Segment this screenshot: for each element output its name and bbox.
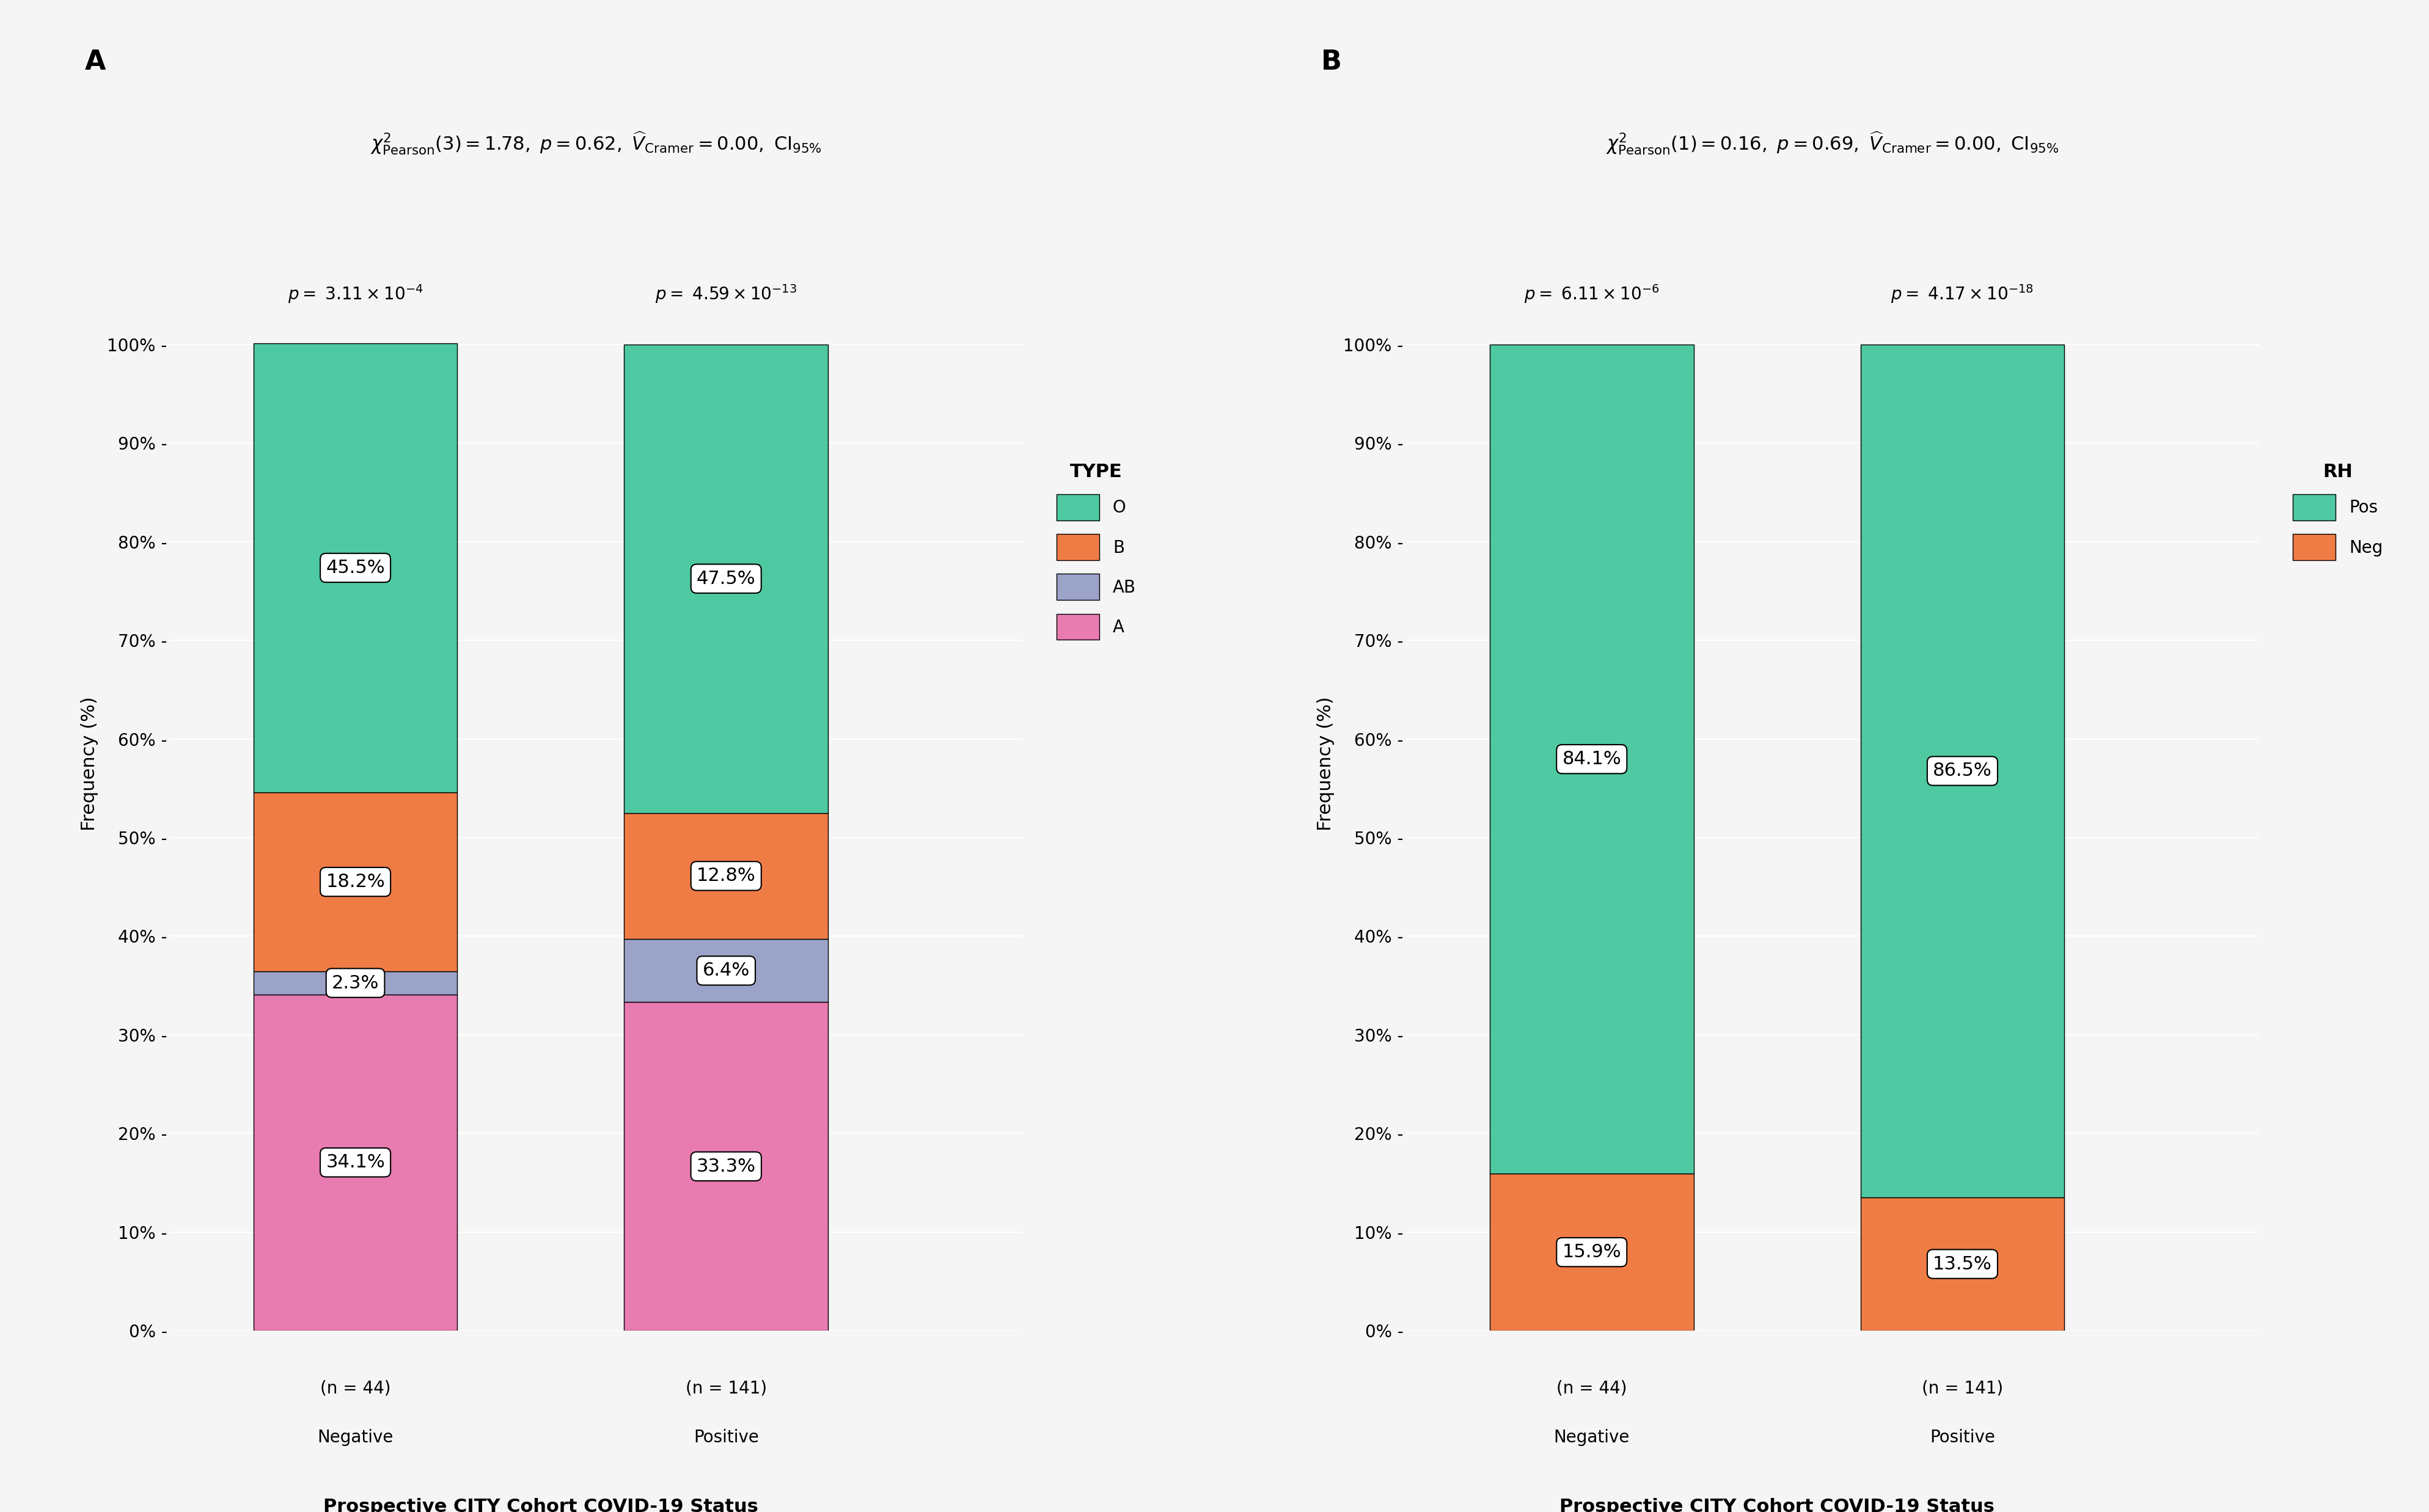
- Bar: [1489, 345, 1693, 1173]
- Bar: [253, 972, 457, 995]
- Y-axis label: Frequency (%): Frequency (%): [80, 697, 100, 830]
- Bar: [624, 939, 828, 1002]
- Text: Negative: Negative: [318, 1429, 393, 1447]
- Text: $p =\ 4.59 \times 10^{-13}$: $p =\ 4.59 \times 10^{-13}$: [656, 283, 797, 305]
- Text: Positive: Positive: [1929, 1429, 1994, 1447]
- Text: Positive: Positive: [692, 1429, 758, 1447]
- Text: 15.9%: 15.9%: [1562, 1243, 1620, 1261]
- Text: 84.1%: 84.1%: [1562, 750, 1620, 768]
- Text: (n = 141): (n = 141): [685, 1380, 768, 1397]
- Text: Prospective CITY Cohort COVID-19 Status: Prospective CITY Cohort COVID-19 Status: [323, 1498, 758, 1512]
- Text: B: B: [1321, 48, 1341, 76]
- Text: 33.3%: 33.3%: [697, 1158, 755, 1175]
- Bar: [624, 1002, 828, 1331]
- Legend: O, B, AB, A: O, B, AB, A: [1049, 455, 1144, 649]
- Text: Negative: Negative: [1555, 1429, 1630, 1447]
- Text: $p =\ 4.17 \times 10^{-18}$: $p =\ 4.17 \times 10^{-18}$: [1890, 283, 2033, 305]
- Text: 45.5%: 45.5%: [325, 559, 384, 576]
- Bar: [253, 995, 457, 1331]
- Bar: [624, 345, 828, 813]
- Text: 6.4%: 6.4%: [702, 962, 751, 980]
- Text: (n = 44): (n = 44): [321, 1380, 391, 1397]
- Text: 2.3%: 2.3%: [333, 974, 379, 992]
- Title: $\chi^2_{\mathrm{Pearson}}(3) = 1.78,\ p = 0.62,\ \widehat{V}_{\mathrm{Cramer}} : $\chi^2_{\mathrm{Pearson}}(3) = 1.78,\ p…: [372, 130, 821, 156]
- Bar: [1489, 1173, 1693, 1331]
- Bar: [1861, 1198, 2065, 1331]
- Text: $p =\ 3.11 \times 10^{-4}$: $p =\ 3.11 \times 10^{-4}$: [287, 283, 423, 305]
- Text: 34.1%: 34.1%: [325, 1154, 384, 1172]
- Bar: [624, 813, 828, 939]
- Text: A: A: [85, 48, 107, 76]
- Text: 12.8%: 12.8%: [697, 866, 755, 885]
- Text: (n = 141): (n = 141): [1921, 1380, 2004, 1397]
- Text: Prospective CITY Cohort COVID-19 Status: Prospective CITY Cohort COVID-19 Status: [1559, 1498, 1994, 1512]
- Bar: [253, 792, 457, 972]
- Text: 47.5%: 47.5%: [697, 570, 755, 588]
- Bar: [253, 343, 457, 792]
- Bar: [1861, 345, 2065, 1198]
- Text: 86.5%: 86.5%: [1933, 762, 1992, 780]
- Text: (n = 44): (n = 44): [1557, 1380, 1627, 1397]
- Text: 13.5%: 13.5%: [1933, 1255, 1992, 1273]
- Title: $\chi^2_{\mathrm{Pearson}}(1) = 0.16,\ p = 0.69,\ \widehat{V}_{\mathrm{Cramer}} : $\chi^2_{\mathrm{Pearson}}(1) = 0.16,\ p…: [1606, 130, 2060, 156]
- Legend: Pos, Neg: Pos, Neg: [2286, 455, 2390, 569]
- Text: $p =\ 6.11 \times 10^{-6}$: $p =\ 6.11 \times 10^{-6}$: [1523, 283, 1659, 305]
- Y-axis label: Frequency (%): Frequency (%): [1317, 697, 1336, 830]
- Text: 18.2%: 18.2%: [325, 872, 384, 891]
